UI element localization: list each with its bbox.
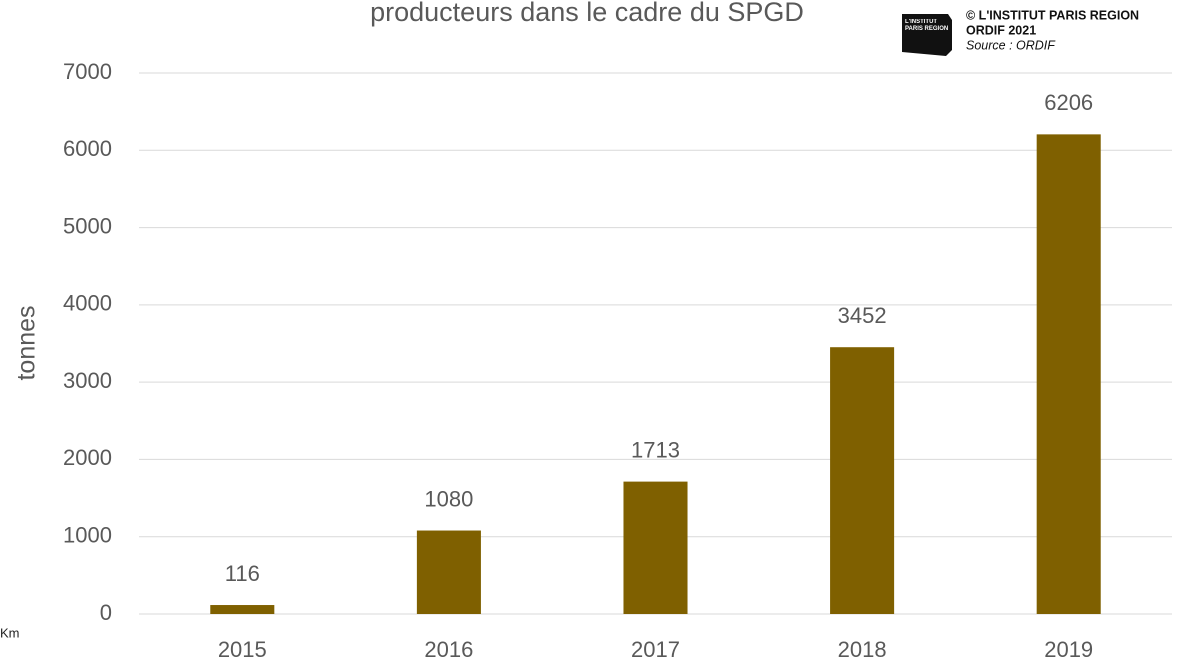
logo-text-box: L'INSTITUT PARIS REGION <box>905 19 949 32</box>
source: Source : ORDIF <box>966 38 1056 52</box>
x-tick-label: 2019 <box>1044 637 1093 662</box>
y-tick-label: 5000 <box>63 213 112 238</box>
copyright: © L'INSTITUT PARIS REGION <box>966 8 1139 22</box>
logo: L'INSTITUT PARIS REGION <box>902 14 952 56</box>
logo-shape <box>902 14 952 56</box>
x-tick-label: 2016 <box>424 637 473 662</box>
y-axis-label: tonnes <box>13 305 41 380</box>
bar <box>416 530 481 614</box>
y-tick-label: 2000 <box>63 445 112 470</box>
y-tick-label: 7000 <box>63 59 112 84</box>
logo-text: L'INSTITUT PARIS REGION <box>905 19 949 32</box>
value-label: 1080 <box>424 486 473 511</box>
y-tick-label: 0 <box>100 600 112 625</box>
bar <box>623 481 688 614</box>
x-tick-label: 2018 <box>838 637 887 662</box>
y-tick-label: 4000 <box>63 291 112 316</box>
bar <box>210 605 275 614</box>
y-tick-label: 6000 <box>63 136 112 161</box>
x-tick-label: 2015 <box>218 637 267 662</box>
bar <box>1036 134 1101 614</box>
y-tick-label: 3000 <box>63 368 112 393</box>
edition: ORDIF 2021 <box>966 23 1036 37</box>
bar <box>830 347 895 614</box>
chart-title: producteurs dans le cadre du SPGD <box>370 0 804 27</box>
x-tick-label: 2017 <box>631 637 680 662</box>
y-tick-label: 1000 <box>63 523 112 548</box>
value-label: 3452 <box>838 303 887 328</box>
value-label: 1713 <box>631 437 680 462</box>
value-label: 116 <box>225 561 260 586</box>
corner-note: Km <box>0 625 20 640</box>
value-label: 6206 <box>1044 90 1093 115</box>
